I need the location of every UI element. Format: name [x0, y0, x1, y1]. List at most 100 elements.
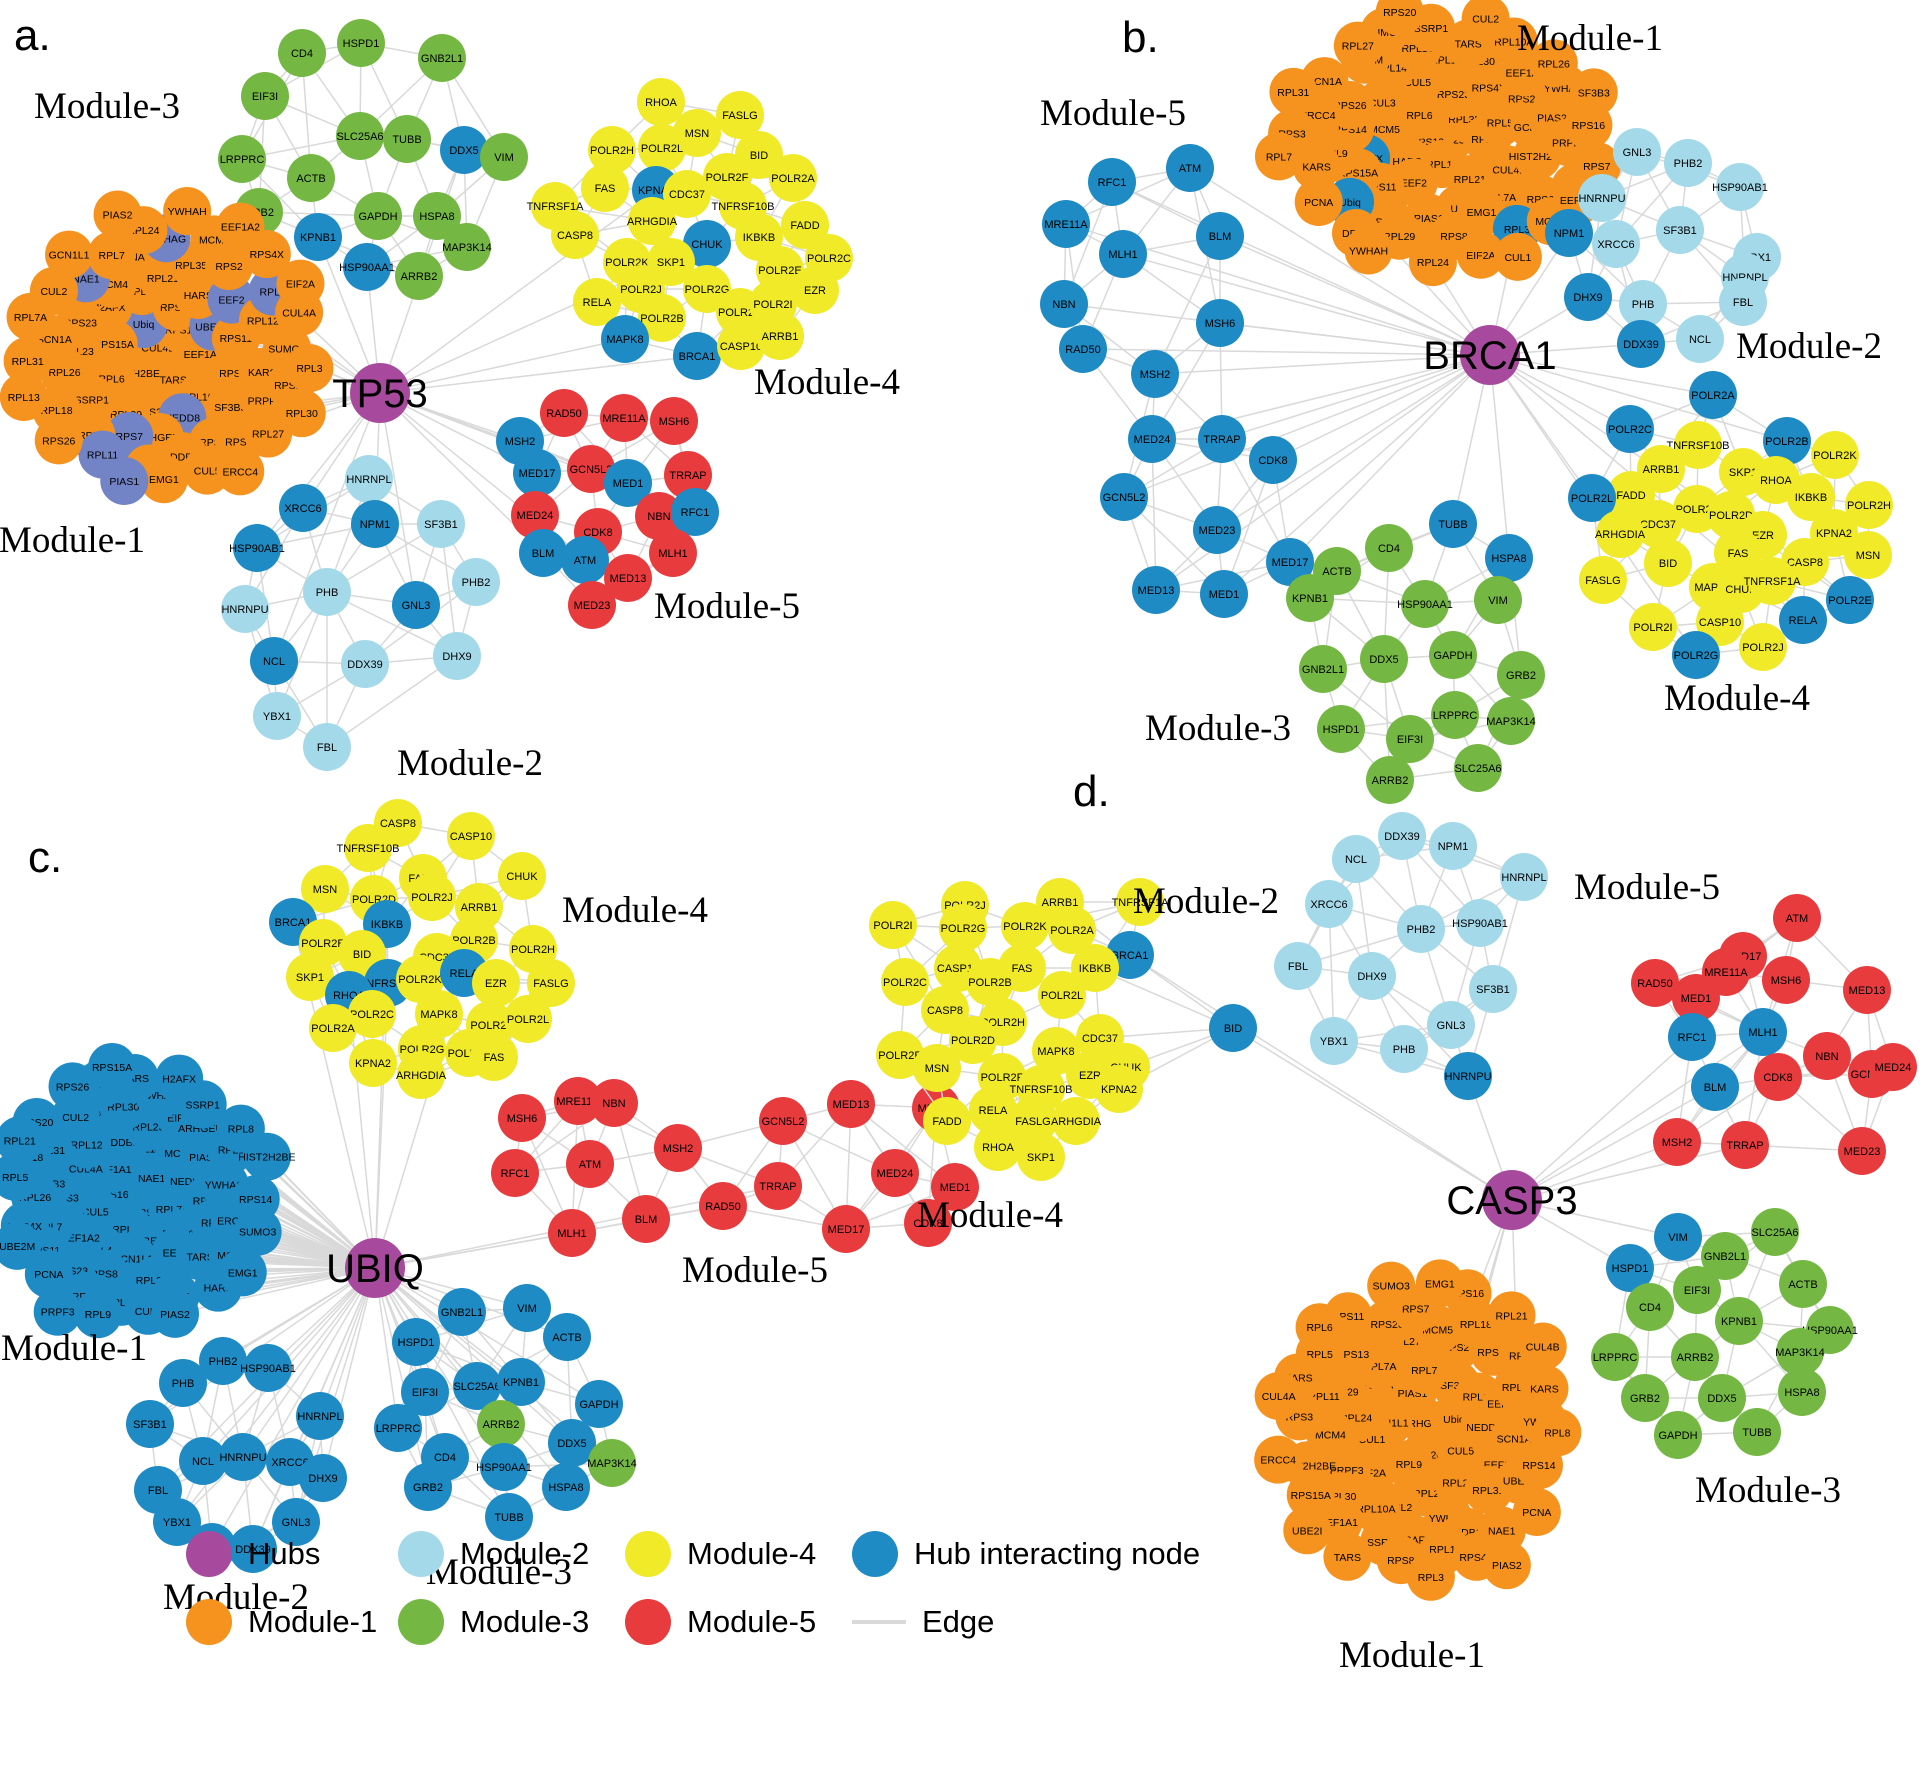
- node-MED23[interactable]: [1838, 1127, 1886, 1175]
- node-POLR2B[interactable]: [638, 294, 686, 342]
- node-POLR2A[interactable]: [769, 154, 817, 202]
- node-RPL31[interactable]: [3, 336, 52, 385]
- node-XRCC6[interactable]: [279, 484, 327, 532]
- node-RPS15A[interactable]: [88, 1042, 137, 1091]
- node-DDX39[interactable]: [1378, 812, 1426, 860]
- node-EIF2A[interactable]: [1456, 230, 1505, 279]
- node-CDC37[interactable]: [663, 170, 711, 218]
- node-MED1[interactable]: [931, 1163, 979, 1211]
- node-EZR[interactable]: [791, 266, 839, 314]
- node-HSP90AB1[interactable]: [1716, 163, 1764, 211]
- hub-node-BRCA1[interactable]: [1460, 325, 1520, 385]
- node-RFC1[interactable]: [1668, 1013, 1716, 1061]
- node-MAP3K14[interactable]: [1487, 697, 1535, 745]
- node-RPL5[interactable]: [0, 1152, 40, 1201]
- node-HNRNPL[interactable]: [1500, 853, 1548, 901]
- node-PHB2[interactable]: [1397, 905, 1445, 953]
- node-FASLG[interactable]: [716, 91, 764, 139]
- node-SF3B1[interactable]: [417, 500, 465, 548]
- node-HSPA8[interactable]: [542, 1463, 590, 1511]
- node-RELA[interactable]: [573, 278, 621, 326]
- node-YWHAH[interactable]: [1344, 226, 1393, 275]
- node-ERCC4[interactable]: [216, 447, 265, 496]
- node-POLR2I[interactable]: [1629, 603, 1677, 651]
- node-DHX9[interactable]: [1564, 273, 1612, 321]
- node-RPS20[interactable]: [1375, 0, 1424, 37]
- node-CDC37[interactable]: [1634, 500, 1682, 548]
- node-POLR2C[interactable]: [348, 990, 396, 1038]
- node-FBL[interactable]: [303, 723, 351, 771]
- node-SKP1[interactable]: [286, 953, 334, 1001]
- node-ATM[interactable]: [566, 1140, 614, 1188]
- node-EMG1[interactable]: [1415, 1259, 1464, 1308]
- node-HNRNPL[interactable]: [296, 1392, 344, 1440]
- node-MSN[interactable]: [913, 1044, 961, 1092]
- node-NCL[interactable]: [250, 637, 298, 685]
- node-KPNB1[interactable]: [1715, 1297, 1763, 1345]
- node-SLC25A6[interactable]: [1751, 1208, 1799, 1256]
- node-HNRNPL[interactable]: [345, 455, 393, 503]
- node-BLM[interactable]: [1196, 212, 1244, 260]
- node-PCNA[interactable]: [1512, 1488, 1561, 1537]
- node-PHB[interactable]: [159, 1359, 207, 1407]
- node-PRPF3[interactable]: [33, 1287, 82, 1336]
- node-TRRAP[interactable]: [754, 1162, 802, 1210]
- node-CHUK[interactable]: [498, 852, 546, 900]
- node-RAD50[interactable]: [699, 1182, 747, 1230]
- node-FBL[interactable]: [1274, 942, 1322, 990]
- node-PIAS2[interactable]: [151, 1289, 200, 1338]
- node-LRPPRC[interactable]: [1431, 691, 1479, 739]
- node-PHB[interactable]: [303, 568, 351, 616]
- node-RFC1[interactable]: [1088, 158, 1136, 206]
- node-PHB2[interactable]: [452, 558, 500, 606]
- node-BID[interactable]: [1209, 1004, 1257, 1052]
- node-FAS[interactable]: [581, 164, 629, 212]
- node-RPS13[interactable]: [1328, 1330, 1377, 1379]
- node-RPS15A[interactable]: [1286, 1470, 1335, 1519]
- node-RPL30[interactable]: [277, 389, 326, 438]
- node-SKP1[interactable]: [1017, 1133, 1065, 1181]
- node-POLR2B[interactable]: [1763, 417, 1811, 465]
- node-XRCC6[interactable]: [1592, 220, 1640, 268]
- node-XRCC6[interactable]: [1305, 880, 1353, 928]
- node-BRCA1[interactable]: [673, 332, 721, 380]
- node-CASP8[interactable]: [551, 211, 599, 259]
- node-HSPD1[interactable]: [337, 19, 385, 67]
- node-HNRNPU[interactable]: [219, 1433, 267, 1481]
- node-GCN1L1[interactable]: [45, 230, 94, 279]
- node-FASLG[interactable]: [1579, 556, 1627, 604]
- node-UBE2M[interactable]: [0, 1221, 42, 1270]
- node-NCL[interactable]: [179, 1437, 227, 1485]
- node-DDX39[interactable]: [341, 640, 389, 688]
- node-GRB2[interactable]: [1621, 1374, 1669, 1422]
- node-MED13[interactable]: [827, 1080, 875, 1128]
- node-IKBKB[interactable]: [1787, 473, 1835, 521]
- node-YBX1[interactable]: [253, 692, 301, 740]
- node-NBN[interactable]: [635, 492, 683, 540]
- node-UBE2I[interactable]: [1283, 1506, 1332, 1555]
- node-CHUK[interactable]: [683, 220, 731, 268]
- node-GNL3[interactable]: [1613, 128, 1661, 176]
- node-GNL3[interactable]: [392, 581, 440, 629]
- node-MRE11A[interactable]: [1042, 200, 1090, 248]
- node-GNL3[interactable]: [1427, 1001, 1475, 1049]
- node-TUBB[interactable]: [383, 115, 431, 163]
- node-BLM[interactable]: [622, 1195, 670, 1243]
- node-EIF3I[interactable]: [401, 1368, 449, 1416]
- node-ACTB[interactable]: [287, 154, 335, 202]
- node-CASP10[interactable]: [1696, 598, 1744, 646]
- node-ARHGDIA[interactable]: [397, 1051, 445, 1099]
- node-CD4[interactable]: [1626, 1283, 1674, 1331]
- node-MAP3K14[interactable]: [588, 1439, 636, 1487]
- node-GNB2L1[interactable]: [1299, 645, 1347, 693]
- node-MLH1[interactable]: [548, 1209, 596, 1257]
- node-RFC1[interactable]: [491, 1149, 539, 1197]
- node-PIAS2[interactable]: [1482, 1541, 1531, 1590]
- node-ARRB1[interactable]: [756, 312, 804, 360]
- node-GAPDH[interactable]: [1654, 1411, 1702, 1459]
- node-POLR2E[interactable]: [1826, 576, 1874, 624]
- node-RAD50[interactable]: [1059, 325, 1107, 373]
- node-CASP8[interactable]: [921, 986, 969, 1034]
- node-MAP3K14[interactable]: [1776, 1328, 1824, 1376]
- node-GCN5L2[interactable]: [1100, 473, 1148, 521]
